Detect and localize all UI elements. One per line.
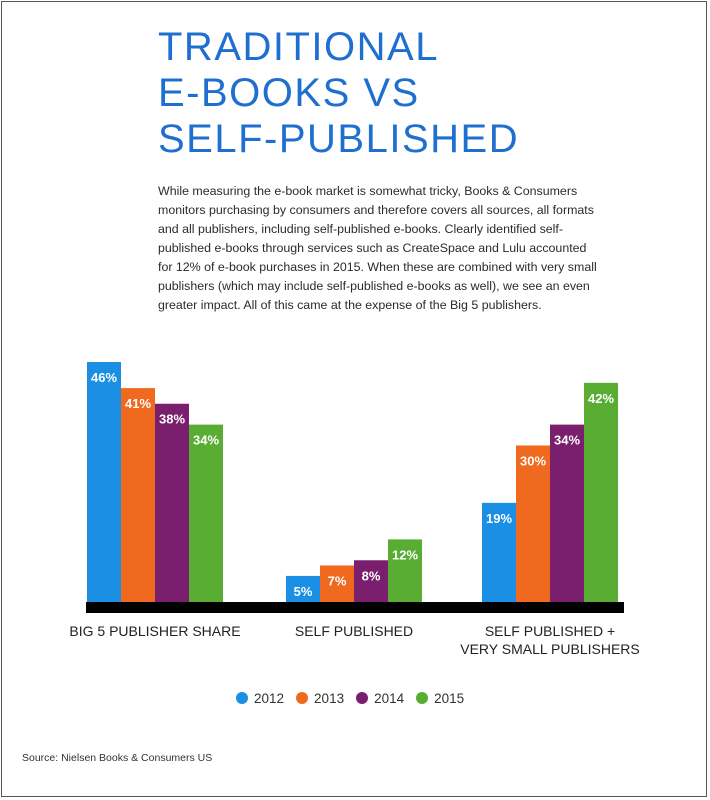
legend-dot-icon — [296, 692, 309, 704]
bar-value-label: 12% — [392, 547, 418, 562]
bar-value-label: 34% — [554, 433, 580, 448]
bar-value-label: 30% — [520, 453, 546, 468]
bar-2014-cat1 — [155, 403, 189, 602]
legend-label: 2012 — [254, 690, 285, 706]
bar-value-label: 38% — [159, 412, 185, 427]
legend-dot-icon — [236, 692, 248, 704]
bar-2013-cat2 — [320, 565, 354, 602]
legend-label: 2014 — [374, 690, 405, 706]
legend-label: 2015 — [434, 690, 465, 706]
legend-label: 2013 — [314, 690, 345, 706]
bar-chart: 46% 41% 38% 34% BIG 5 PUBLISHER SHARE 5% 7% 8% 1… — [69, 362, 640, 657]
legend-dot-icon — [356, 692, 369, 704]
bar-value-label: 46% — [91, 370, 117, 385]
title-line-2: E-BOOKS VS — [158, 71, 420, 115]
source-note: Source: Nielsen Books & Consumers US — [22, 752, 213, 764]
legend-item-2013: 2013 — [296, 691, 344, 706]
bar-2012-cat3 — [482, 502, 516, 602]
bar-2015-cat1 — [189, 424, 223, 602]
legend-item-2012: 2012 — [236, 691, 284, 706]
intro-paragraph: While measuring the e-book market is som… — [158, 184, 597, 312]
bar-value-label: 7% — [328, 573, 347, 588]
page-title: TRADITIONAL E-BOOKS VS SELF-PUBLISHED — [158, 24, 678, 162]
title-line-3: SELF-PUBLISHED — [158, 117, 520, 161]
bar-value-label: 19% — [486, 511, 512, 526]
chart-baseline — [86, 602, 624, 613]
legend-item-2015: 2015 — [416, 691, 464, 706]
bar-2014-cat2 — [354, 560, 388, 602]
bar-value-label: 42% — [588, 391, 614, 406]
category-label: SELF PUBLISHED + VERY SMALL PUBLISHERS — [460, 623, 639, 657]
category-label-line: BIG 5 PUBLISHER SHARE — [69, 623, 240, 639]
legend-item-2014: 2014 — [356, 691, 404, 706]
bar-2012-cat2 — [286, 575, 320, 602]
bar-value-label: 41% — [125, 396, 151, 411]
bar-value-label: 8% — [362, 568, 381, 583]
category-label-line: SELF PUBLISHED — [295, 623, 413, 639]
category-label: BIG 5 PUBLISHER SHARE — [69, 623, 240, 639]
title-line-1: TRADITIONAL — [158, 25, 439, 69]
chart-legend: 2012 2013 2014 2015 — [236, 688, 476, 708]
category-label: SELF PUBLISHED — [295, 623, 413, 639]
bar-2015-cat3 — [584, 382, 618, 602]
bar-2014-cat3 — [550, 424, 584, 602]
bar-value-label: 34% — [193, 433, 219, 448]
category-label-line: VERY SMALL PUBLISHERS — [460, 641, 639, 657]
bar-2013-cat1 — [121, 388, 155, 602]
legend-dot-icon — [416, 692, 429, 704]
bar-2013-cat3 — [516, 445, 550, 602]
bar-2015-cat2 — [388, 539, 422, 602]
category-label-line: SELF PUBLISHED + — [485, 623, 615, 639]
bar-value-label: 5% — [294, 584, 313, 599]
bar-2012-cat1 — [87, 362, 121, 602]
